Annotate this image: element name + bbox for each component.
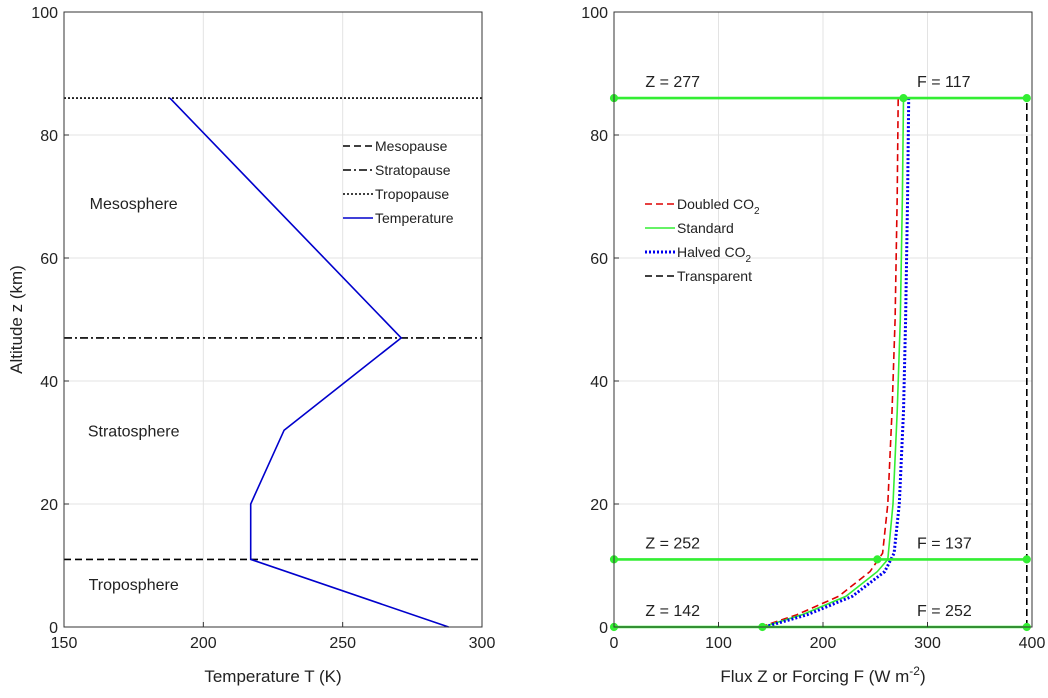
legend-entry: Tropopause	[375, 186, 449, 202]
x-tick-label: 150	[51, 635, 78, 652]
y-tick-label: 40	[590, 374, 608, 391]
grid	[63, 11, 483, 628]
x-tick-label: 200	[190, 635, 217, 652]
legend-entry: Stratopause	[375, 162, 451, 178]
y-tick-label: 60	[40, 251, 58, 268]
ticks: 150 200 250 300 0 20 40 60 80 100	[31, 5, 495, 652]
flux-annotation: Z = 252	[645, 535, 700, 552]
x-tick-label: 300	[469, 635, 496, 652]
x-tick-label: 0	[610, 635, 619, 652]
y-tick-label: 80	[40, 128, 58, 145]
legend-entry: Doubled CO2	[677, 196, 760, 217]
legend-entry-sub: 2	[754, 206, 760, 217]
region-label: Stratosphere	[88, 423, 180, 440]
x-axis-label-end: )	[920, 667, 926, 686]
y-tick-label: 80	[590, 128, 608, 145]
legend-entry: Halved CO2	[677, 244, 751, 265]
x-tick-label: 300	[914, 635, 941, 652]
y-tick-label: 20	[590, 497, 608, 514]
legend-entry: Transparent	[677, 268, 752, 284]
data-point	[873, 555, 882, 564]
y-tick-label: 0	[599, 620, 608, 637]
series-line-standard	[762, 98, 905, 628]
x-axis-label: Temperature T (K)	[204, 667, 341, 686]
y-tick-label: 100	[31, 5, 58, 22]
annotations: Z = 277 F = 117 Z = 252 F = 137 Z = 142 F = 2…	[645, 74, 972, 620]
y-tick-label: 100	[581, 5, 608, 22]
flux-annotation: Z = 142	[645, 603, 700, 620]
x-axis-label-sup: -2	[909, 664, 920, 678]
y-tick-label: 60	[590, 251, 608, 268]
data-point	[1022, 555, 1031, 564]
x-tick-label: 200	[810, 635, 837, 652]
flux-forcing-chart: 0 100 200 300 400 0 20 40 60 80 100 Flux Z or Forci…	[581, 5, 1045, 686]
series-line-temperature	[169, 97, 449, 628]
x-tick-label: 100	[705, 635, 732, 652]
y-tick-label: 20	[40, 497, 58, 514]
x-axis-label: Flux Z or Forcing F (W m-2)	[720, 664, 925, 686]
flux-annotation: F = 137	[917, 535, 972, 552]
annotations: Mesosphere Stratosphere Troposphere	[88, 196, 180, 594]
series-group	[64, 97, 482, 628]
y-axis-label: Altitude z (km)	[7, 265, 26, 374]
data-point	[899, 94, 908, 103]
flux-annotation: F = 117	[917, 74, 971, 91]
legend-entry: Mesopause	[375, 138, 448, 154]
y-tick-label: 0	[49, 620, 58, 637]
temperature-profile-chart: 150 200 250 300 0 20 40 60 80 100 Temperature T (K…	[7, 5, 495, 686]
axes-frame	[63, 11, 483, 628]
ticks: 0 100 200 300 400 0 20 40 60 80 100	[581, 5, 1045, 652]
region-label: Troposphere	[89, 577, 179, 594]
y-tick-label: 40	[40, 374, 58, 391]
legend-entry-sub: 2	[745, 254, 751, 265]
legend: Doubled CO2 Standard Halved CO2 Transparent	[645, 196, 760, 284]
legend: Mesopause Stratopause Tropopause Temperatur…	[343, 138, 454, 226]
flux-annotation: Z = 277	[645, 74, 700, 91]
region-label: Mesosphere	[90, 196, 178, 213]
x-tick-label: 400	[1019, 635, 1046, 652]
x-tick-label: 250	[329, 635, 356, 652]
flux-annotation: F = 252	[917, 603, 972, 620]
data-point	[1022, 94, 1031, 103]
legend-entry: Temperature	[375, 210, 454, 226]
series-line-halved-co	[764, 98, 911, 629]
legend-entry: Standard	[677, 220, 734, 236]
series-line-doubled-co	[760, 98, 899, 628]
